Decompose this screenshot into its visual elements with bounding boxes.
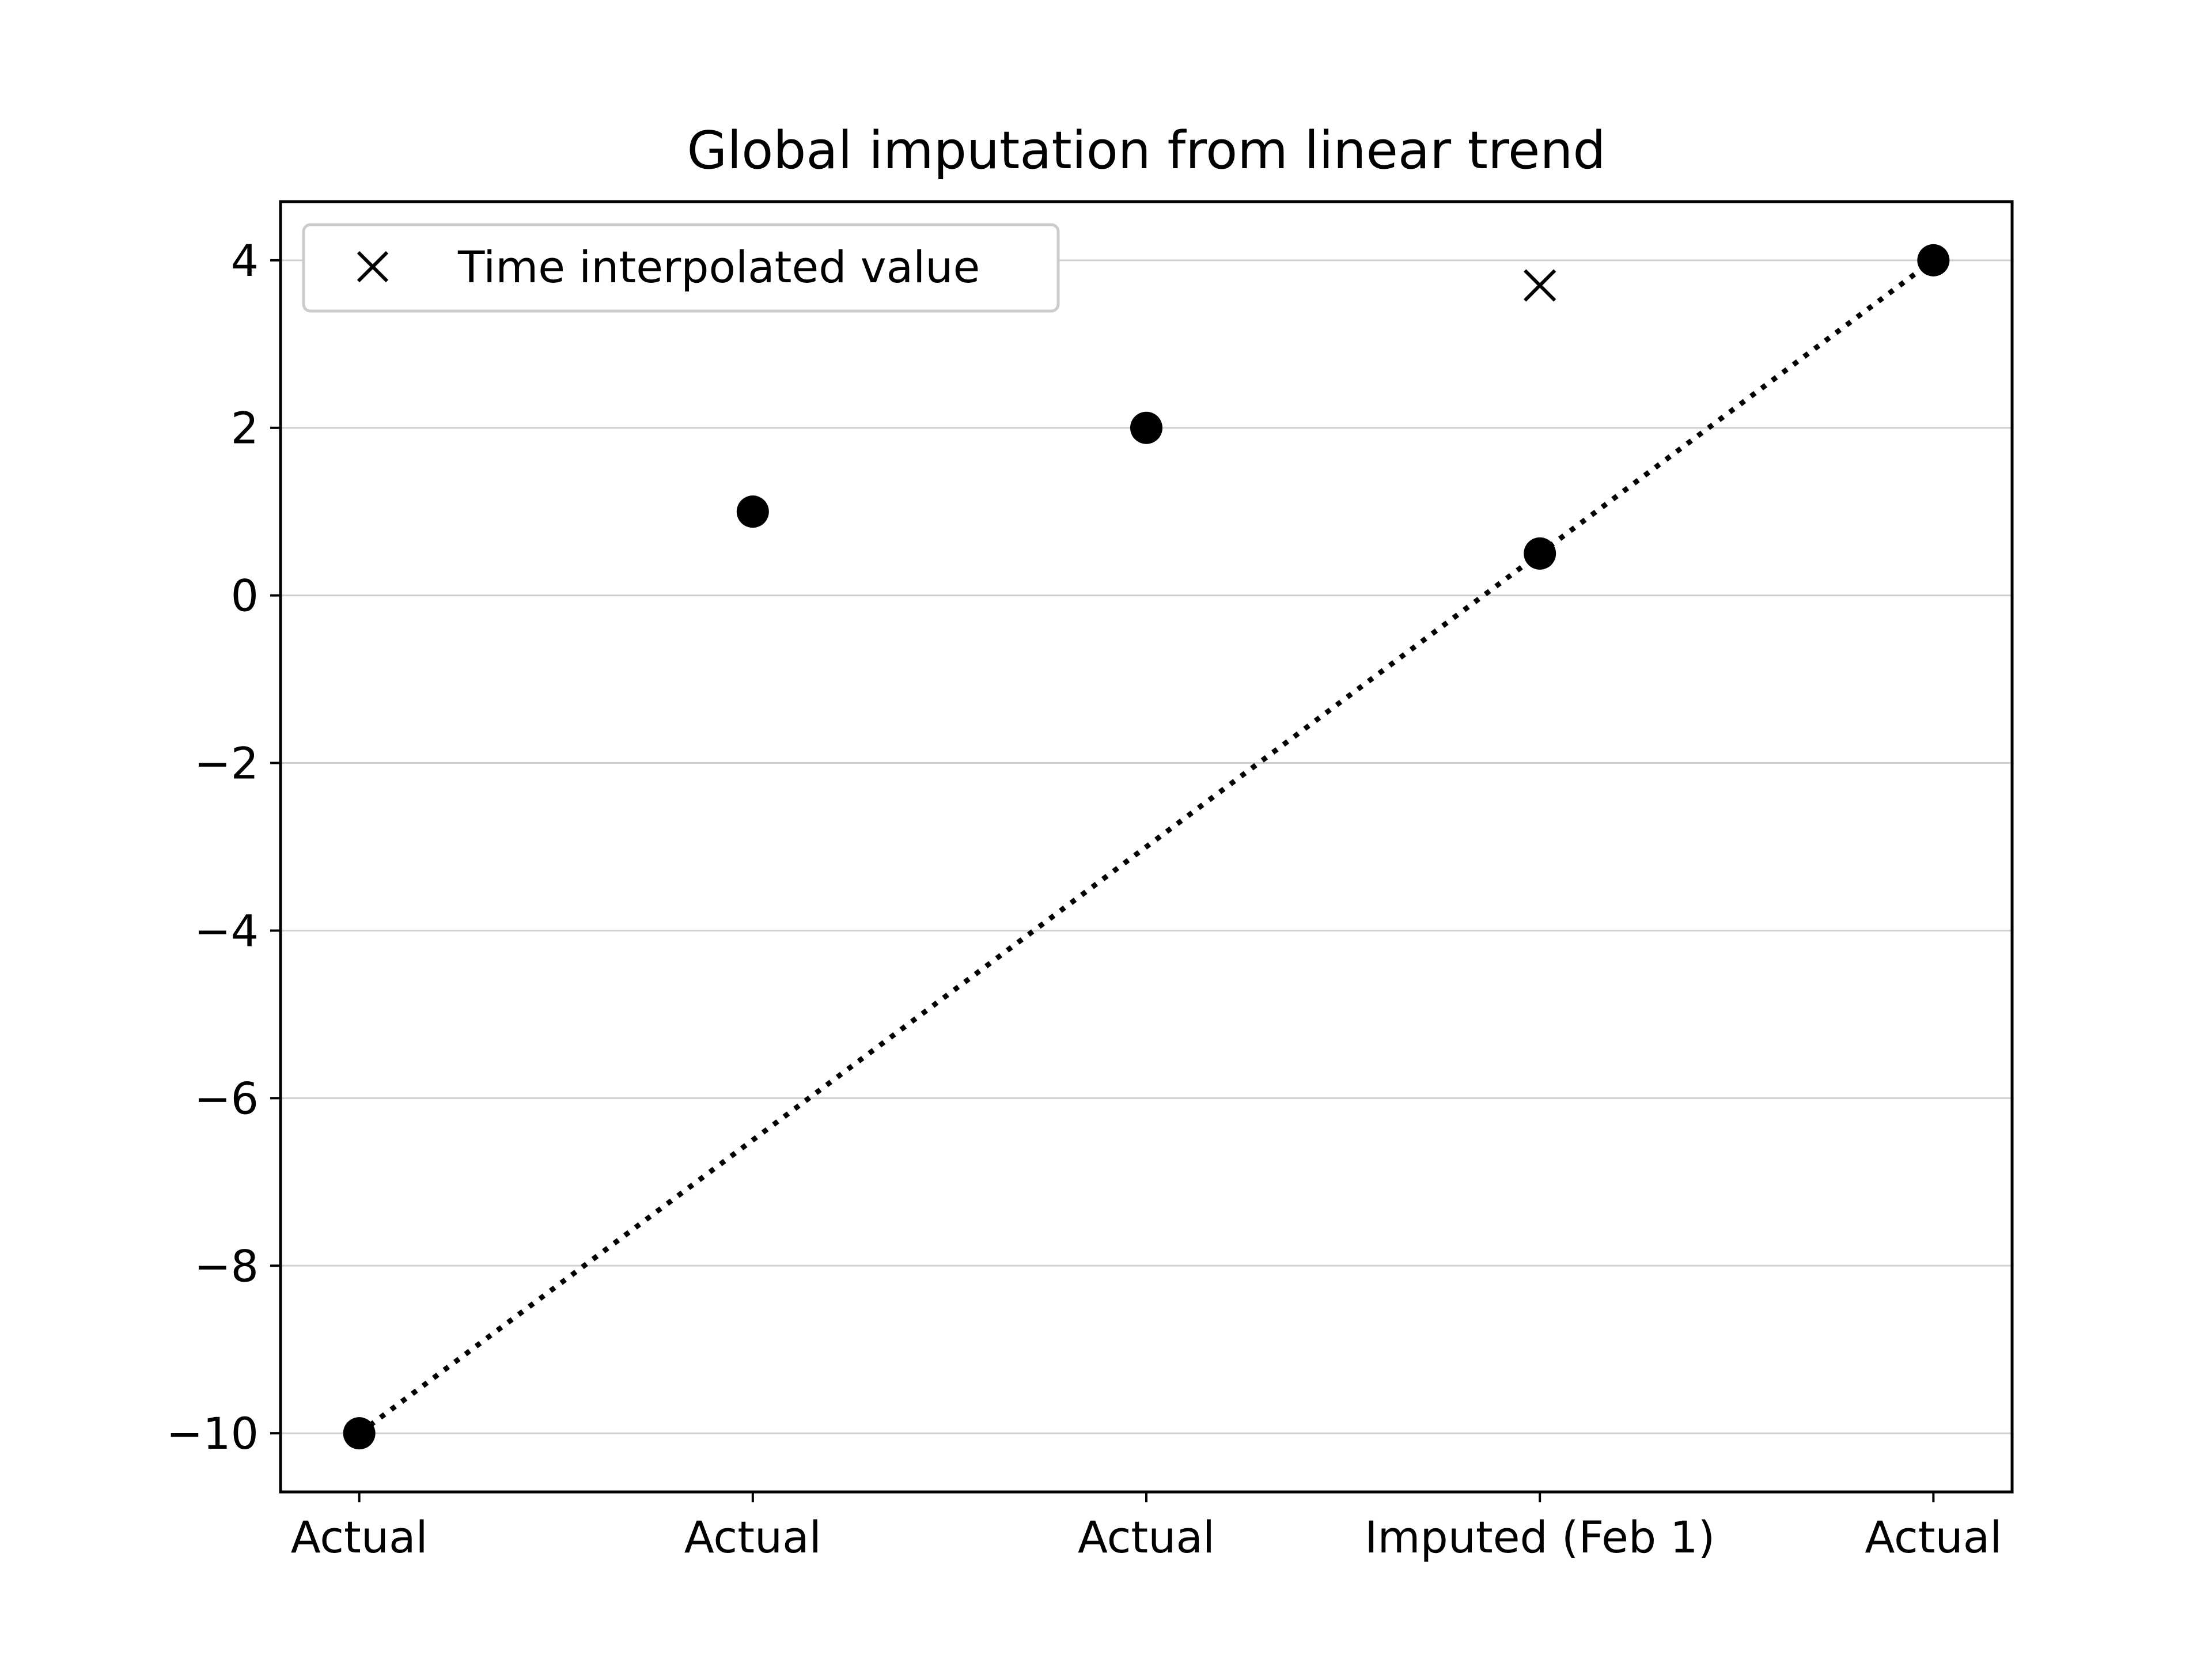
data-point — [343, 1417, 376, 1450]
legend: Time interpolated value — [302, 223, 1060, 313]
legend-label: Time interpolated value — [457, 241, 980, 293]
interpolated-point — [1524, 269, 1556, 302]
data-point — [1917, 244, 1950, 276]
x-tick-label: Actual — [1865, 1512, 2002, 1563]
trend-line — [357, 258, 1936, 1435]
x-icon — [357, 251, 389, 283]
x-axis: Actual Actual Actual Imputed (Feb 1) Actual — [291, 1492, 2002, 1563]
y-tick-label: −2 — [194, 738, 259, 789]
trend-line-layer — [357, 258, 1936, 1435]
x-tick-label: Actual — [1078, 1512, 1215, 1563]
y-tick-label: −6 — [194, 1073, 259, 1124]
y-tick-label: 2 — [231, 403, 259, 454]
x-tick-label: Actual — [684, 1512, 821, 1563]
chart-title: Global imputation from linear trend — [687, 120, 1605, 181]
grid-lines — [281, 259, 2012, 1434]
legend-box — [302, 223, 1060, 313]
x-tick-label: Actual — [291, 1512, 428, 1563]
data-point — [1524, 537, 1556, 570]
y-tick-label: −4 — [194, 905, 259, 956]
y-tick-label: −10 — [166, 1408, 259, 1459]
y-tick-label: 4 — [231, 235, 259, 286]
data-points — [343, 244, 1950, 1450]
y-axis: 4 2 0 −2 −4 −6 −8 −10 — [166, 235, 281, 1459]
x-tick-label: Imputed (Feb 1) — [1365, 1512, 1715, 1563]
y-tick-label: 0 — [231, 570, 259, 622]
data-point — [1130, 411, 1162, 444]
y-tick-label: −8 — [194, 1240, 259, 1291]
data-point — [736, 495, 769, 528]
